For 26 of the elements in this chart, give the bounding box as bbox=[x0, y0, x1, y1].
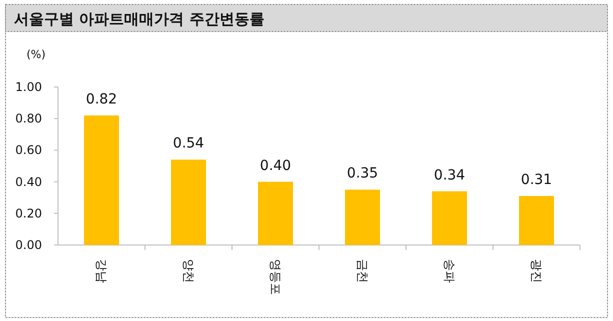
bar bbox=[84, 115, 119, 245]
y-tick-label: 0.40 bbox=[15, 174, 42, 189]
x-tick-label: 강남 bbox=[94, 259, 108, 283]
y-tick-label: 1.00 bbox=[15, 80, 42, 94]
bar bbox=[345, 190, 380, 245]
y-axis-title: (%) bbox=[26, 48, 46, 61]
bar bbox=[432, 191, 467, 245]
data-label: 0.31 bbox=[520, 172, 552, 188]
y-tick-label: 0.20 bbox=[15, 206, 42, 220]
bar bbox=[258, 182, 293, 245]
data-label: 0.82 bbox=[86, 91, 118, 108]
data-label: 0.40 bbox=[260, 158, 292, 174]
chart-title: 서울구별 아파트매매가격 주간변동률 bbox=[14, 10, 264, 28]
x-tick-label: 금천 bbox=[356, 259, 370, 283]
data-label: 0.35 bbox=[346, 166, 378, 182]
x-tick-label: 영등포 bbox=[268, 259, 282, 295]
x-tick-label: 송파 bbox=[442, 259, 456, 283]
bar bbox=[519, 196, 554, 245]
data-label: 0.34 bbox=[434, 167, 466, 184]
bar bbox=[171, 160, 206, 245]
y-tick-label: 0.60 bbox=[15, 143, 42, 158]
x-tick-label: 양천 bbox=[182, 259, 196, 283]
y-tick-label: 0.80 bbox=[15, 112, 42, 126]
y-tick-label: 0.00 bbox=[15, 238, 42, 252]
x-tick-label: 광진 bbox=[530, 259, 544, 283]
data-label: 0.54 bbox=[172, 136, 204, 152]
